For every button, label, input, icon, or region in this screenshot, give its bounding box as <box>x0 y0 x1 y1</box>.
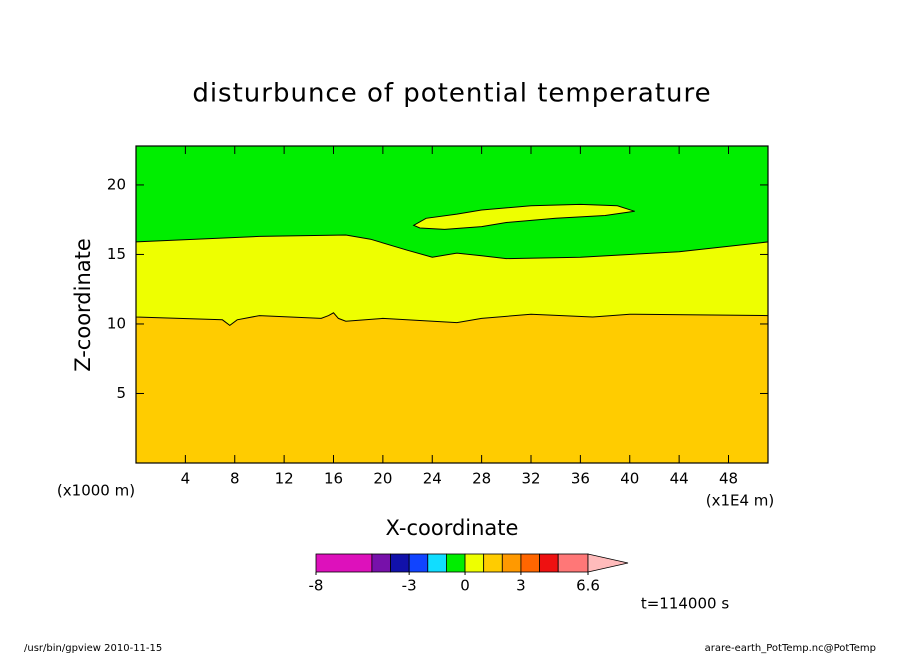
colorbar-cell <box>427 553 447 573</box>
x-tick-label: 12 <box>275 470 294 488</box>
x-tick-label: 28 <box>472 470 491 488</box>
colorbar-cell <box>315 553 373 573</box>
colorbar-tick-label: -8 <box>309 577 324 595</box>
y-axis-label: Z-coordinate <box>71 238 95 372</box>
colorbar-tick-label: 3 <box>516 577 526 595</box>
x-tick-label: 8 <box>230 470 240 488</box>
colorbar-tick-label: -3 <box>402 577 417 595</box>
footer-right: arare-earth_PotTemp.nc@PotTemp <box>705 643 876 654</box>
colorbar-cell <box>464 553 485 573</box>
x-tick-label: 16 <box>324 470 343 488</box>
colorbar-cell <box>557 553 589 573</box>
y-tick-label: 15 <box>107 245 126 263</box>
colorbar-tick-label: 0 <box>460 577 470 595</box>
colorbar-tick-label: 6.6 <box>576 577 600 595</box>
x-tick-label: 20 <box>373 470 392 488</box>
colorbar-cell <box>371 553 391 573</box>
x-tick-label: 4 <box>181 470 191 488</box>
footer-left: /usr/bin/gpview 2010-11-15 <box>24 643 162 654</box>
colorbar-cell <box>446 553 466 573</box>
colorbar-cell <box>501 553 522 573</box>
y-unit: (x1000 m) <box>57 482 135 500</box>
x-tick-label: 36 <box>571 470 590 488</box>
x-unit: (x1E4 m) <box>706 492 775 510</box>
x-tick-label: 32 <box>521 470 540 488</box>
x-tick-label: 24 <box>423 470 442 488</box>
y-tick-label: 5 <box>116 384 126 402</box>
colorbar-cell <box>390 553 410 573</box>
x-tick-label: 48 <box>719 470 738 488</box>
plot-frame <box>135 145 769 464</box>
colorbar-cell <box>483 553 503 573</box>
colorbar-cell <box>520 553 540 573</box>
x-tick-label: 44 <box>670 470 689 488</box>
colorbar-cell <box>408 553 429 573</box>
chart-title: disturbunce of potential temperature <box>192 79 711 109</box>
x-axis-label: X-coordinate <box>386 516 519 540</box>
colorbar-extension <box>587 553 629 573</box>
x-tick-label: 40 <box>620 470 639 488</box>
time-label: t=114000 s <box>641 595 729 613</box>
plot-area <box>135 145 769 463</box>
y-tick-label: 20 <box>107 175 126 193</box>
colorbar-cell <box>539 553 559 573</box>
colorbar: -8 -3 0 3 6.6 <box>309 553 629 595</box>
y-tick-label: 10 <box>107 314 126 332</box>
contour-region <box>412 203 635 230</box>
